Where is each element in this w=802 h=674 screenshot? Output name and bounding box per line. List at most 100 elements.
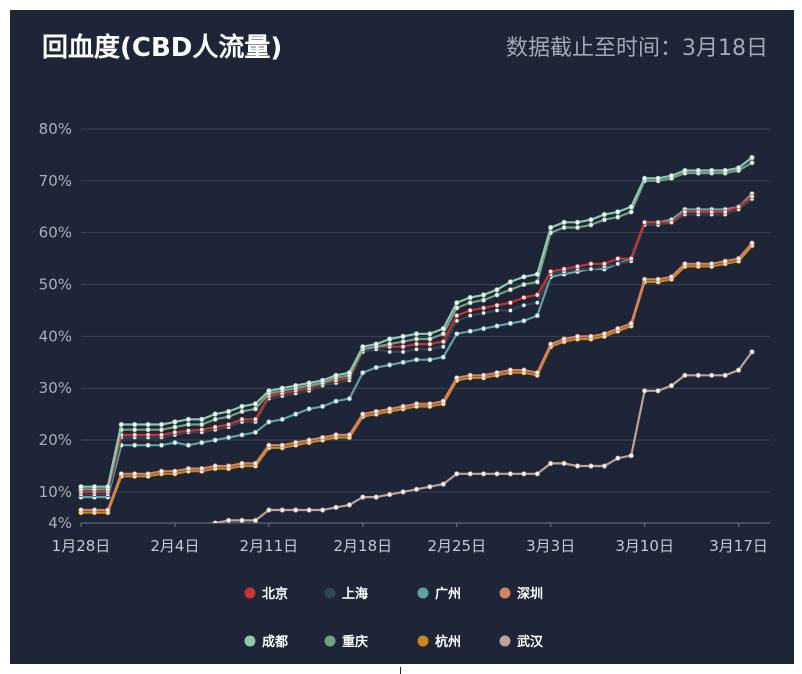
data-point bbox=[212, 416, 218, 422]
y-tick-label: 60% bbox=[39, 224, 72, 242]
data-point bbox=[387, 406, 393, 412]
y-tick-label: 80% bbox=[39, 120, 72, 138]
data-point bbox=[440, 481, 446, 487]
legend-item: 重庆 bbox=[324, 634, 368, 650]
data-point bbox=[655, 276, 661, 282]
y-tick-label: 50% bbox=[39, 276, 72, 294]
data-point bbox=[360, 370, 366, 376]
data-point bbox=[319, 434, 326, 441]
data-point bbox=[494, 370, 500, 376]
data-point bbox=[158, 427, 165, 433]
data-point bbox=[185, 442, 191, 448]
data-point bbox=[601, 331, 608, 337]
data-point bbox=[548, 224, 554, 231]
legend-label: 武汉 bbox=[517, 634, 544, 650]
data-point bbox=[521, 302, 527, 308]
y-tick-label: 20% bbox=[39, 431, 72, 449]
data-point bbox=[346, 395, 352, 402]
data-point bbox=[628, 204, 634, 210]
data-point bbox=[212, 437, 218, 443]
data-point bbox=[749, 160, 755, 166]
data-point bbox=[132, 471, 138, 477]
data-point bbox=[467, 307, 473, 313]
data-point bbox=[158, 442, 165, 448]
data-point bbox=[333, 372, 339, 378]
data-point bbox=[360, 494, 366, 500]
data-point bbox=[735, 255, 742, 262]
data-point bbox=[749, 349, 755, 355]
legend-swatch bbox=[499, 587, 511, 599]
data-point bbox=[413, 341, 420, 347]
data-point bbox=[427, 341, 433, 347]
data-point bbox=[574, 224, 581, 231]
data-point bbox=[588, 222, 594, 228]
data-point bbox=[293, 411, 299, 417]
data-point bbox=[212, 463, 218, 469]
data-point bbox=[132, 427, 138, 433]
data-point bbox=[548, 460, 554, 466]
data-point bbox=[400, 338, 406, 345]
data-point bbox=[494, 323, 500, 329]
data-point bbox=[735, 367, 742, 373]
data-point bbox=[346, 502, 352, 508]
data-point bbox=[413, 346, 420, 352]
data-point bbox=[185, 421, 191, 428]
data-point bbox=[172, 429, 178, 435]
y-tick-label: 70% bbox=[39, 172, 72, 190]
data-point bbox=[279, 507, 285, 513]
data-point bbox=[682, 209, 688, 215]
data-point bbox=[373, 494, 379, 500]
data-point bbox=[709, 167, 715, 174]
legend-item: 北京 bbox=[244, 586, 288, 602]
data-point bbox=[601, 217, 608, 223]
data-point bbox=[252, 406, 259, 412]
legend-swatch bbox=[417, 587, 429, 599]
data-point bbox=[413, 336, 420, 342]
data-point bbox=[266, 419, 272, 425]
series-上海 bbox=[78, 196, 755, 498]
data-point bbox=[561, 219, 567, 225]
data-point bbox=[521, 274, 527, 280]
data-point bbox=[159, 529, 163, 533]
data-point bbox=[722, 167, 728, 174]
data-point bbox=[521, 367, 527, 373]
data-point bbox=[641, 175, 648, 181]
data-point bbox=[601, 463, 608, 469]
data-point bbox=[440, 338, 446, 345]
legend-label: 成都 bbox=[262, 634, 288, 650]
data-point bbox=[695, 372, 701, 378]
data-point bbox=[467, 372, 473, 378]
data-point bbox=[226, 434, 232, 441]
legend-swatch bbox=[417, 635, 429, 647]
data-point bbox=[387, 491, 393, 498]
data-point bbox=[172, 424, 178, 430]
legend-label: 北京 bbox=[262, 586, 288, 602]
data-point bbox=[588, 333, 594, 339]
data-point bbox=[641, 388, 648, 394]
data-point bbox=[507, 320, 513, 326]
data-point bbox=[200, 523, 204, 527]
data-point bbox=[521, 281, 527, 288]
data-point bbox=[682, 167, 688, 174]
series-北京 bbox=[78, 193, 755, 495]
data-point bbox=[615, 255, 621, 262]
data-point bbox=[172, 439, 178, 446]
data-point bbox=[172, 468, 178, 474]
data-point bbox=[387, 362, 393, 368]
data-point bbox=[226, 408, 232, 415]
data-point bbox=[480, 305, 487, 311]
data-point bbox=[534, 471, 540, 477]
y-tick-label: 4% bbox=[48, 514, 72, 532]
data-point bbox=[400, 403, 406, 409]
data-point bbox=[319, 507, 326, 513]
data-point bbox=[239, 460, 245, 466]
data-point bbox=[239, 416, 245, 422]
data-point bbox=[668, 219, 675, 225]
data-point bbox=[561, 224, 567, 231]
data-point bbox=[454, 471, 460, 477]
data-point bbox=[628, 320, 634, 326]
data-point bbox=[105, 484, 111, 490]
data-point bbox=[574, 219, 581, 225]
data-point bbox=[574, 263, 581, 269]
data-point bbox=[615, 214, 621, 220]
